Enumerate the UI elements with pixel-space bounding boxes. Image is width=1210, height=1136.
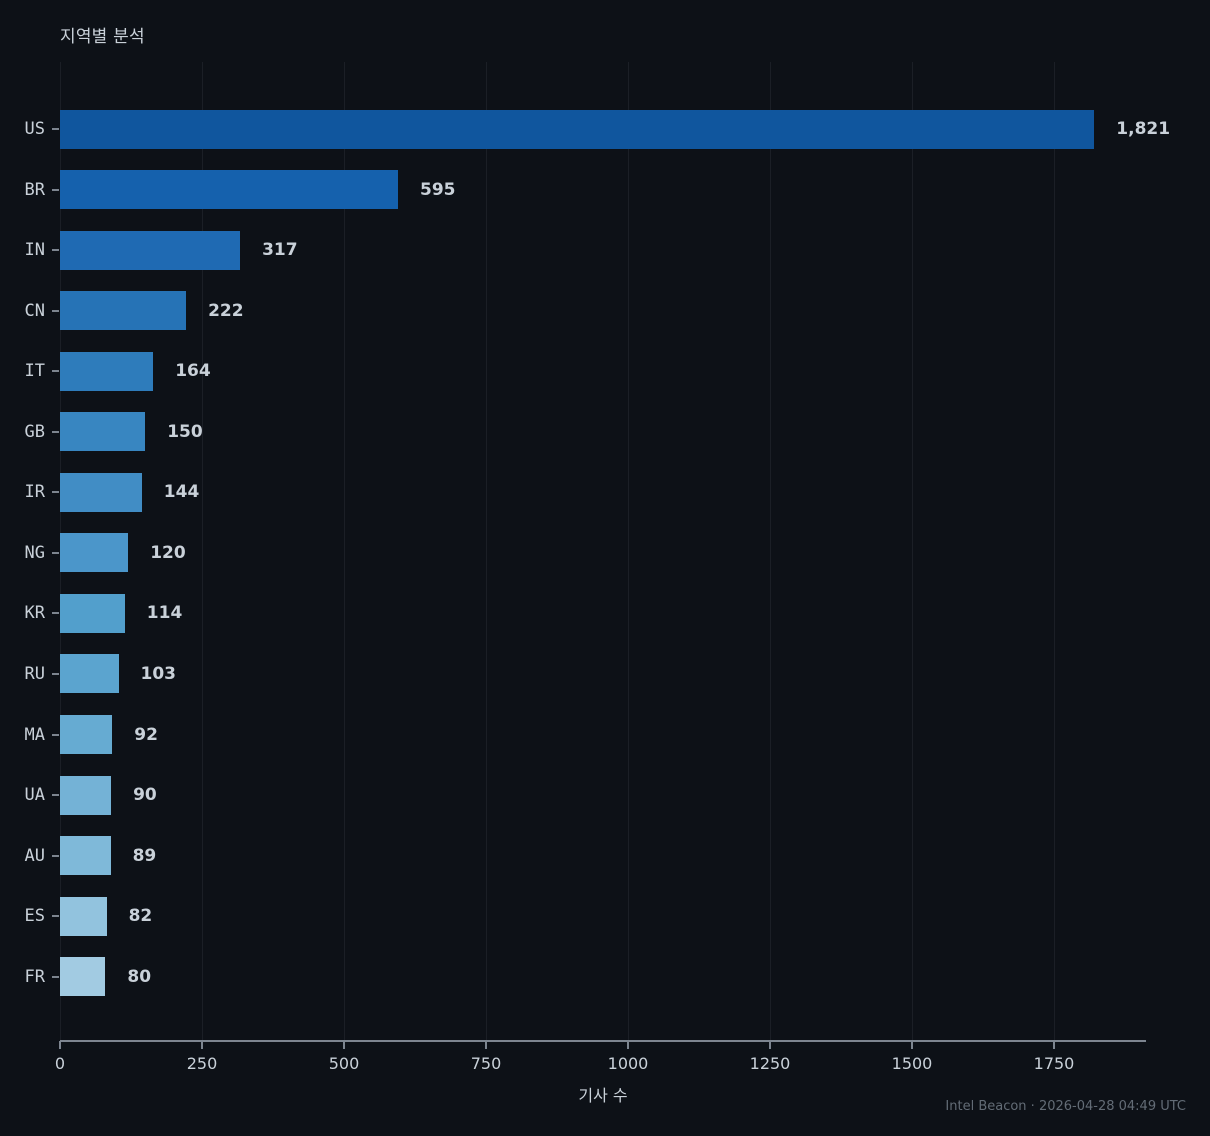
category-label: NG bbox=[24, 542, 45, 563]
category-label: CN bbox=[24, 300, 45, 321]
category-label: KR bbox=[24, 603, 45, 624]
gridline bbox=[344, 62, 345, 1040]
bar-in bbox=[60, 230, 241, 270]
x-tick-mark bbox=[59, 1041, 61, 1049]
y-tick-mark bbox=[52, 249, 59, 252]
bar-au bbox=[60, 836, 111, 876]
value-label: 1,821 bbox=[1116, 119, 1171, 139]
bar-ir bbox=[60, 472, 142, 512]
y-tick-mark bbox=[52, 975, 59, 978]
bar-ua bbox=[60, 775, 112, 815]
bar-us bbox=[60, 109, 1095, 149]
gridline bbox=[912, 62, 913, 1040]
value-label: 90 bbox=[133, 785, 157, 805]
chart-title: 지역별 분석 bbox=[60, 27, 145, 47]
x-tick-label: 250 bbox=[186, 1054, 218, 1073]
value-label: 92 bbox=[134, 724, 158, 745]
category-label: RU bbox=[24, 663, 45, 684]
value-label: 103 bbox=[140, 663, 177, 684]
plot-area: 1,821 595 317 222 164 150 144 120 114 103 92 90 89 82… bbox=[60, 62, 1170, 1042]
x-tick-mark bbox=[343, 1041, 345, 1049]
category-label: MA bbox=[24, 724, 45, 745]
gridline bbox=[486, 62, 487, 1040]
bar-ru bbox=[60, 654, 119, 694]
category-label: IR bbox=[24, 482, 45, 503]
gridline bbox=[202, 62, 203, 1040]
value-label: 317 bbox=[262, 240, 298, 261]
category-label: IN bbox=[24, 240, 45, 261]
bar-kr bbox=[60, 593, 125, 633]
bar-gb bbox=[60, 412, 146, 452]
value-label: 144 bbox=[163, 482, 200, 503]
y-tick-mark bbox=[52, 309, 59, 312]
x-axis-label: 기사 수 bbox=[578, 1086, 628, 1105]
x-tick-mark bbox=[911, 1041, 913, 1049]
y-tick-mark bbox=[52, 551, 59, 554]
y-tick-mark bbox=[52, 915, 59, 918]
category-label: IT bbox=[24, 361, 45, 382]
bar-fr bbox=[60, 957, 106, 997]
bar-it bbox=[60, 351, 154, 391]
y-tick-mark bbox=[52, 672, 59, 675]
category-label: FR bbox=[24, 966, 45, 987]
y-tick-mark bbox=[52, 188, 59, 191]
category-label: BR bbox=[24, 179, 45, 200]
value-label: 150 bbox=[167, 421, 203, 442]
x-tick-mark bbox=[1053, 1041, 1055, 1049]
category-label: GB bbox=[24, 421, 45, 442]
category-label: UA bbox=[24, 785, 45, 805]
x-tick-label: 1000 bbox=[607, 1054, 649, 1073]
x-tick-mark bbox=[201, 1041, 203, 1049]
y-tick-mark bbox=[52, 128, 59, 130]
value-label: 120 bbox=[150, 542, 186, 563]
x-tick-label: 750 bbox=[470, 1054, 502, 1073]
bar-ma bbox=[60, 715, 113, 754]
gridline bbox=[770, 62, 771, 1040]
x-tick-label: 1750 bbox=[1033, 1054, 1075, 1073]
x-tick-mark bbox=[769, 1041, 771, 1049]
x-tick-label: 1500 bbox=[891, 1054, 933, 1073]
value-label: 595 bbox=[420, 179, 456, 200]
y-tick-mark bbox=[52, 370, 59, 373]
category-label: US bbox=[24, 119, 45, 139]
gridline bbox=[628, 62, 629, 1040]
y-tick-mark bbox=[52, 733, 59, 736]
bar-cn bbox=[60, 291, 187, 331]
value-label: 222 bbox=[208, 300, 244, 321]
bar-ng bbox=[60, 533, 129, 573]
value-label: 80 bbox=[127, 966, 152, 987]
y-tick-mark bbox=[52, 612, 59, 615]
bar-es bbox=[60, 896, 107, 936]
value-label: 164 bbox=[175, 361, 211, 382]
x-tick-label: 1250 bbox=[749, 1054, 791, 1073]
y-tick-mark bbox=[52, 794, 59, 796]
y-tick-mark bbox=[52, 491, 59, 494]
bar-br bbox=[60, 170, 398, 209]
value-label: 114 bbox=[146, 603, 183, 624]
gridline bbox=[1054, 62, 1055, 1040]
category-label: AU bbox=[24, 845, 45, 866]
x-tick-mark bbox=[485, 1041, 487, 1049]
value-label: 89 bbox=[132, 845, 157, 866]
category-label: ES bbox=[24, 906, 45, 927]
x-tick-label: 0 bbox=[54, 1054, 66, 1073]
y-tick-mark bbox=[52, 430, 59, 433]
y-tick-mark bbox=[52, 854, 59, 857]
x-tick-mark bbox=[627, 1041, 629, 1049]
footer-caption: Intel Beacon · 2026-04-28 04:49 UTC bbox=[945, 1099, 1186, 1114]
value-label: 82 bbox=[128, 906, 153, 927]
x-tick-label: 500 bbox=[328, 1054, 360, 1073]
